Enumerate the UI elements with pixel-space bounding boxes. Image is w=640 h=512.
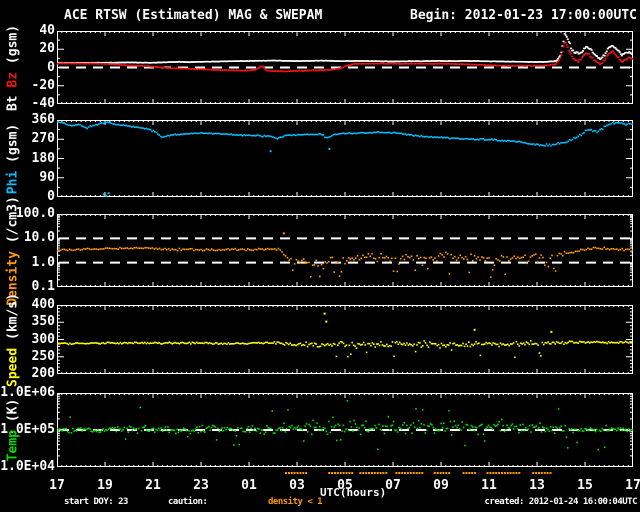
bt-bz-ytick-label: -20 — [31, 78, 55, 93]
phi-outlier-point — [102, 193, 105, 196]
x-tick-label: 03 — [289, 478, 305, 493]
x-tick-label: 21 — [145, 478, 161, 493]
bt-bz-ytick-label: 0 — [47, 60, 55, 75]
speed-axis-label: Speed (km/s) — [5, 292, 21, 387]
x-axis-title: UTC(hours) — [320, 486, 387, 499]
panel-phi-frame — [57, 120, 633, 197]
x-tick-label: 17 — [625, 478, 640, 493]
density-axis-label: Density (/cm3) — [5, 195, 21, 306]
phi-outlier-point — [107, 192, 110, 195]
temp-axis-label: Temp (K) — [5, 398, 21, 462]
x-tick-label: 15 — [577, 478, 593, 493]
density-ytick-label: 100.0 — [15, 206, 55, 221]
panel-temp-ticks — [57, 393, 633, 467]
speed-ytick-label: 200 — [31, 366, 55, 381]
speed-ytick-label: 250 — [31, 349, 55, 364]
phi-ytick-label: 90 — [39, 170, 55, 185]
panel-density-frame — [57, 214, 633, 287]
x-tick-label: 23 — [193, 478, 209, 493]
speed-ytick-label: 350 — [31, 314, 55, 329]
panel-temp-chart — [57, 393, 633, 467]
phi-outlier-point — [328, 147, 331, 150]
phi-ytick-label: 180 — [31, 151, 55, 166]
speed-ytick-label: 400 — [31, 297, 55, 312]
panel-phi-ticks — [57, 120, 633, 197]
bt-bz-ytick-label: -40 — [31, 96, 55, 111]
speed-outlier-point — [473, 328, 476, 331]
begin-timestamp: Begin: 2012-01-23 17:00:00UTC — [410, 8, 637, 23]
density-ytick-label: 0.1 — [31, 279, 55, 294]
density-ytick-label: 1.0 — [31, 255, 55, 270]
x-tick-label: 17 — [49, 478, 65, 493]
x-tick-label: 05 — [337, 478, 353, 493]
panel-bt-bz-chart — [57, 31, 633, 104]
panel-speed-chart — [57, 305, 633, 374]
bt-bz-ytick-label: 40 — [39, 23, 55, 38]
panel-speed-frame — [57, 305, 633, 374]
x-tick-label: 19 — [97, 478, 113, 493]
caution-value: density < 1 — [268, 497, 323, 507]
start-doy-label: start DOY: 23 — [64, 497, 128, 507]
panel-bt-bz-ticks — [57, 31, 633, 104]
x-tick-label: 09 — [433, 478, 449, 493]
panel-temp-frame — [57, 393, 633, 467]
phi-ytick-label: 360 — [31, 112, 55, 127]
phi-ytick-label: 0 — [47, 189, 55, 204]
caution-label: caution: — [168, 497, 208, 507]
panel-density-ticks — [57, 214, 633, 287]
page-title: ACE RTSW (Estimated) MAG & SWEPAM — [64, 8, 323, 23]
panel-speed-ticks — [57, 305, 633, 374]
speed-outlier-point — [550, 330, 553, 333]
phi-outlier-point — [105, 194, 108, 197]
x-tick-label: 01 — [241, 478, 257, 493]
density-outlier-point — [282, 232, 285, 235]
density-ytick-label: 10.0 — [23, 230, 55, 245]
phi-axis-label: Phi (gsm) — [5, 123, 21, 194]
speed-ytick-label: 300 — [31, 332, 55, 347]
panel-density-chart — [57, 214, 633, 287]
phi-outlier-point — [269, 150, 272, 153]
bt-bz-ytick-label: 20 — [39, 41, 55, 56]
x-tick-label: 11 — [481, 478, 497, 493]
panel-phi-chart — [57, 120, 633, 197]
bt-bz-axis-label: Bt Bz (gsm) — [5, 24, 21, 111]
phi-ytick-label: 270 — [31, 131, 55, 146]
x-tick-label: 13 — [529, 478, 545, 493]
panel-bt-bz-frame — [57, 31, 633, 104]
temp-ytick-label: 1.0E+04 — [0, 459, 55, 474]
temp-ytick-label: 1.0E+05 — [0, 422, 55, 437]
speed-outlier-point — [325, 320, 328, 323]
speed-outlier-point — [323, 312, 326, 315]
created-timestamp: created: 2012-01-24 16:00:04UTC — [484, 497, 638, 507]
caution-marker-row — [285, 472, 552, 474]
temp-ytick-label: 1.0E+06 — [0, 385, 55, 400]
x-tick-label: 07 — [385, 478, 401, 493]
